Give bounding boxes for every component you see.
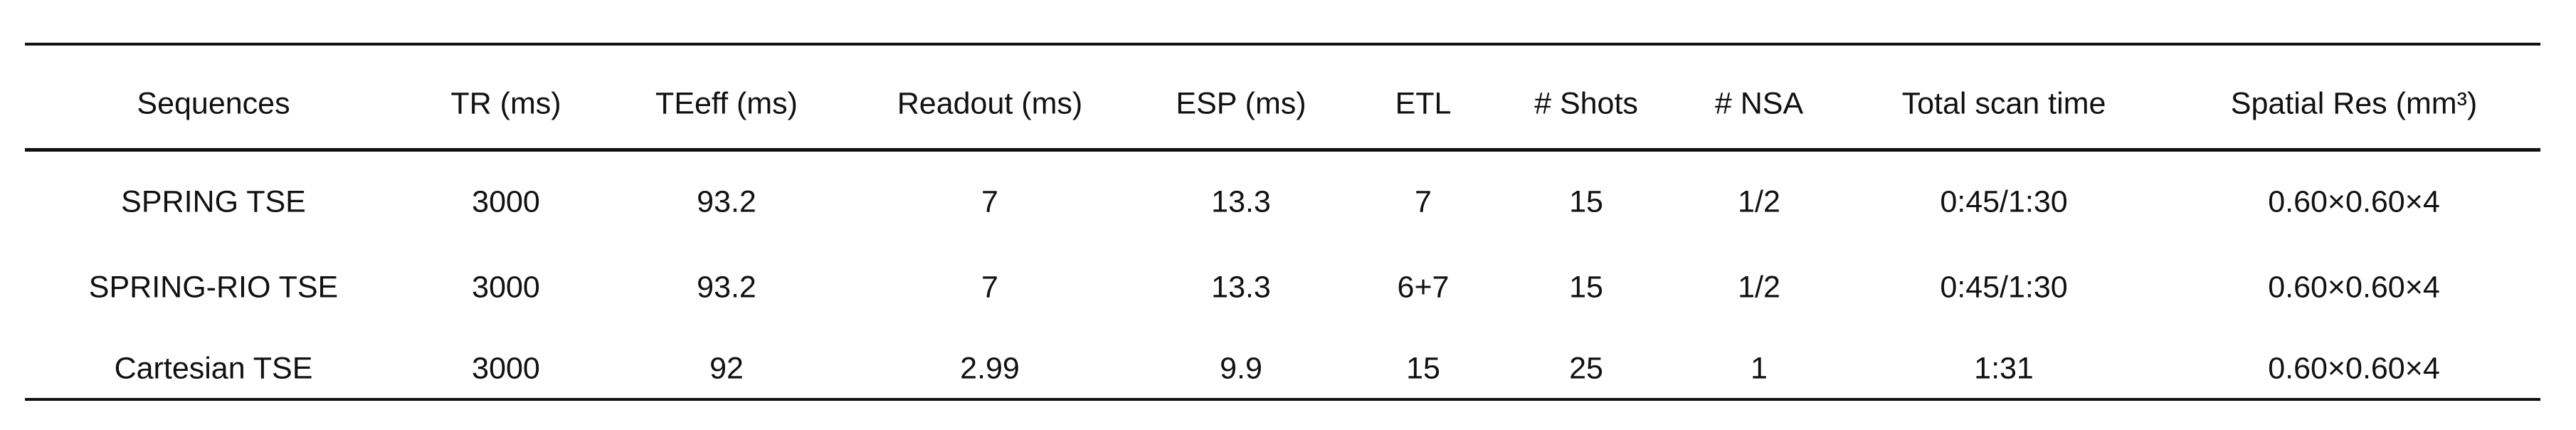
header-cell: Spatial Res (mm³) bbox=[2230, 86, 2478, 121]
header-cell: ETL bbox=[1395, 86, 1452, 121]
header-cell: Readout (ms) bbox=[897, 86, 1083, 121]
table-cell: 7 bbox=[981, 184, 998, 219]
table-cell: 3000 bbox=[472, 184, 540, 219]
table-cell: 3000 bbox=[472, 270, 540, 305]
top-rule bbox=[25, 43, 2540, 46]
table-cell: 7 bbox=[981, 270, 998, 305]
table-cell: 6+7 bbox=[1397, 270, 1450, 305]
table-cell: 25 bbox=[1569, 351, 1603, 386]
header-cell: TR (ms) bbox=[450, 86, 561, 121]
table-cell: SPRING-RIO TSE bbox=[88, 270, 339, 305]
table-cell: 15 bbox=[1569, 270, 1603, 305]
table-cell: 15 bbox=[1406, 351, 1440, 386]
table-cell: 0:45/1:30 bbox=[1940, 184, 2068, 219]
table-cell: 1 bbox=[1751, 351, 1768, 386]
bottom-rule bbox=[25, 398, 2540, 401]
table-cell: 9.9 bbox=[1220, 351, 1262, 386]
header-rule bbox=[25, 148, 2540, 152]
table-cell: 1:31 bbox=[1974, 351, 2034, 386]
table-cell: 7 bbox=[1415, 184, 1432, 219]
header-cell: # NSA bbox=[1714, 86, 1804, 121]
table-cell: 0.60×0.60×4 bbox=[2268, 270, 2440, 305]
header-cell: TEeff (ms) bbox=[655, 86, 798, 121]
header-cell: ESP (ms) bbox=[1176, 86, 1307, 121]
header-cell: Total scan time bbox=[1901, 86, 2106, 121]
table-cell: 0:45/1:30 bbox=[1940, 270, 2068, 305]
table-cell: 0.60×0.60×4 bbox=[2268, 184, 2440, 219]
table-cell: SPRING TSE bbox=[121, 184, 306, 219]
table-cell: 13.3 bbox=[1211, 184, 1271, 219]
table-cell: 2.99 bbox=[960, 351, 1020, 386]
table-cell: 3000 bbox=[472, 351, 540, 386]
header-cell: Sequences bbox=[137, 86, 290, 121]
table-cell: 93.2 bbox=[697, 184, 756, 219]
table-cell: 1/2 bbox=[1738, 184, 1780, 219]
table-cell: 0.60×0.60×4 bbox=[2268, 351, 2440, 386]
table-cell: Cartesian TSE bbox=[114, 351, 313, 386]
table-cell: 13.3 bbox=[1211, 270, 1271, 305]
table-cell: 93.2 bbox=[697, 270, 756, 305]
table-cell: 15 bbox=[1569, 184, 1603, 219]
table-cell: 1/2 bbox=[1738, 270, 1780, 305]
table-cell: 92 bbox=[709, 351, 744, 386]
header-cell: # Shots bbox=[1534, 86, 1638, 121]
